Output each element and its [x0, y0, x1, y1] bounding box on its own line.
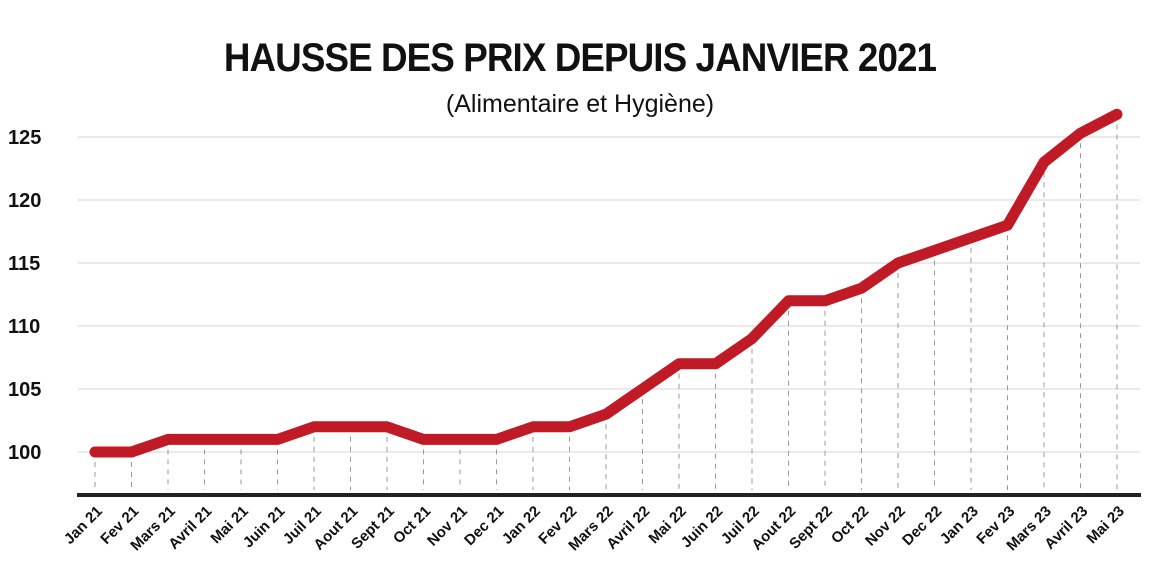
y-tick-label: 110	[8, 316, 40, 338]
y-tick-label: 115	[8, 253, 40, 275]
x-tick-label: Nov 22	[862, 503, 909, 550]
x-tick-label: Jan 21	[61, 503, 106, 548]
y-tick-label: 105	[8, 379, 41, 401]
series-line	[89, 108, 1123, 458]
x-tick-label: Mai 23	[1083, 503, 1127, 547]
y-tick-label: 125	[8, 127, 41, 149]
x-tick-label: Nov 21	[424, 503, 471, 550]
chart-title: HAUSSE DES PRIX DEPUIS JANVIER 2021	[223, 36, 937, 80]
x-tick-label: Dec 21	[461, 503, 507, 549]
chart-subtitle: (Alimentaire et Hygiène)	[445, 90, 715, 118]
x-tick-label: Dec 22	[899, 503, 945, 549]
x-tick-label: Jan 22	[499, 503, 544, 548]
x-tick-label: Jan 23	[937, 503, 982, 548]
y-tick-label: 100	[8, 442, 41, 464]
y-tick-label: 120	[8, 190, 41, 212]
